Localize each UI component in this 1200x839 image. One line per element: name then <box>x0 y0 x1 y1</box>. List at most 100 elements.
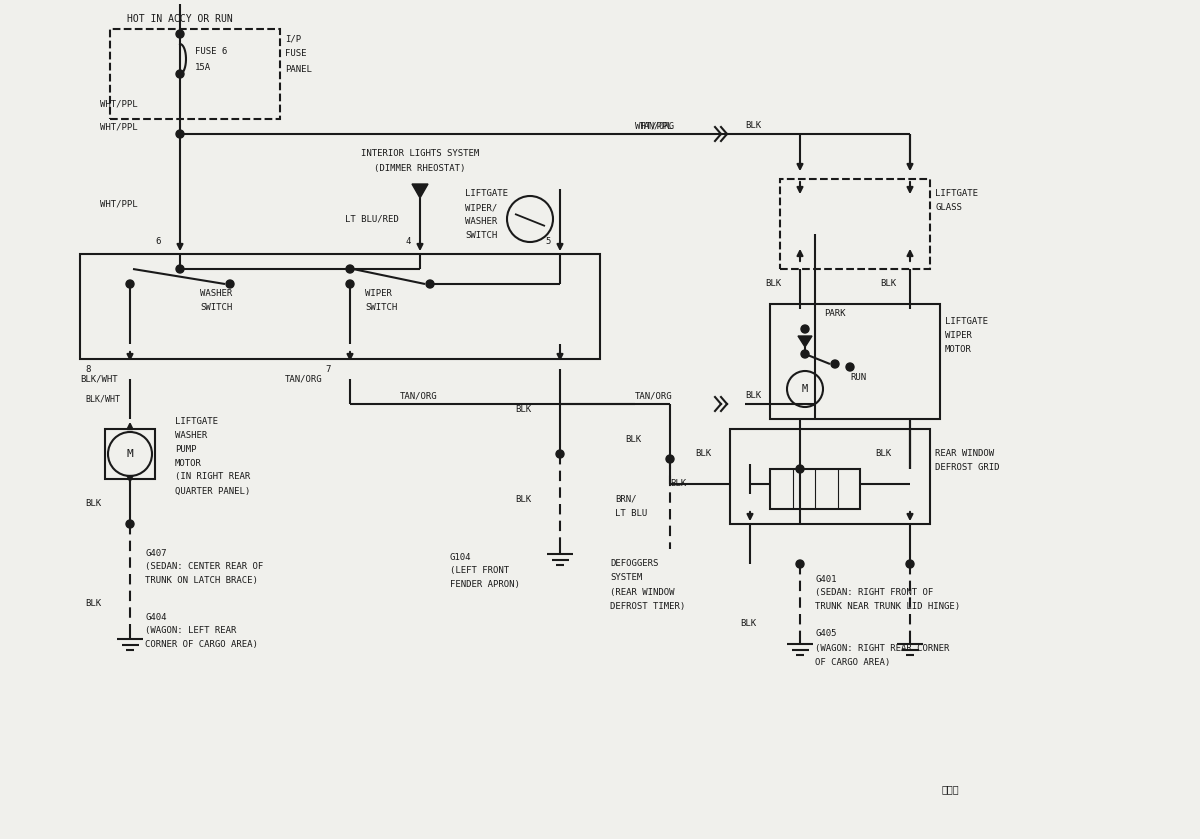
Text: TRUNK ON LATCH BRACE): TRUNK ON LATCH BRACE) <box>145 576 258 586</box>
Bar <box>770 469 860 509</box>
Text: BLK: BLK <box>875 450 892 458</box>
Text: BLK: BLK <box>766 279 781 289</box>
Circle shape <box>126 520 134 528</box>
Text: WIPER: WIPER <box>365 289 392 299</box>
Text: FUSE 6: FUSE 6 <box>194 46 227 55</box>
Text: I/P: I/P <box>286 34 301 44</box>
Text: (WAGON: LEFT REAR: (WAGON: LEFT REAR <box>145 627 236 635</box>
Text: WASHER: WASHER <box>466 217 497 227</box>
Text: (SEDAN: RIGHT FRONT OF: (SEDAN: RIGHT FRONT OF <box>815 588 934 597</box>
Text: MOTOR: MOTOR <box>175 458 202 467</box>
Text: WIPER: WIPER <box>946 331 972 340</box>
Circle shape <box>802 350 809 358</box>
Text: TAN/ORG: TAN/ORG <box>286 374 323 383</box>
Text: (REAR WINDOW: (REAR WINDOW <box>610 587 674 597</box>
Text: SWITCH: SWITCH <box>365 303 397 311</box>
Text: SWITCH: SWITCH <box>200 303 233 311</box>
Text: BLK: BLK <box>670 480 686 488</box>
Text: TAN/ORG: TAN/ORG <box>400 392 438 400</box>
Circle shape <box>346 265 354 273</box>
Text: BLK: BLK <box>625 435 641 444</box>
Text: G407: G407 <box>145 550 167 559</box>
Circle shape <box>346 280 354 288</box>
Text: G401: G401 <box>815 575 836 583</box>
Text: TAN/ORG: TAN/ORG <box>640 122 674 131</box>
Text: 15A: 15A <box>194 62 211 71</box>
Circle shape <box>556 450 564 458</box>
Circle shape <box>802 325 809 333</box>
Text: DEFOGGERS: DEFOGGERS <box>610 560 659 569</box>
Text: BLK/WHT: BLK/WHT <box>80 374 118 383</box>
Text: BLK: BLK <box>740 619 756 628</box>
Text: (DIMMER RHEOSTAT): (DIMMER RHEOSTAT) <box>374 164 466 173</box>
Circle shape <box>666 455 674 463</box>
Bar <box>106 429 155 479</box>
Text: BLK: BLK <box>85 600 101 608</box>
Text: WASHER: WASHER <box>175 430 208 440</box>
Text: PARK: PARK <box>824 310 846 319</box>
Text: WIPER/: WIPER/ <box>466 204 497 212</box>
Circle shape <box>176 70 184 78</box>
Bar <box>80 254 600 359</box>
Text: BLK/WHT: BLK/WHT <box>85 394 120 404</box>
Text: REAR WINDOW: REAR WINDOW <box>935 450 994 458</box>
Text: (SEDAN: CENTER REAR OF: (SEDAN: CENTER REAR OF <box>145 562 263 571</box>
Text: SWITCH: SWITCH <box>466 232 497 241</box>
Text: BLK: BLK <box>515 494 532 503</box>
Circle shape <box>846 363 854 371</box>
Circle shape <box>830 360 839 368</box>
Text: PANEL: PANEL <box>286 65 312 74</box>
Text: RUN: RUN <box>850 373 866 382</box>
Text: PUMP: PUMP <box>175 445 197 454</box>
Text: LIFTGATE: LIFTGATE <box>175 416 218 425</box>
Text: M: M <box>802 384 808 394</box>
Text: FENDER APRON): FENDER APRON) <box>450 581 520 590</box>
Circle shape <box>796 560 804 568</box>
Text: GLASS: GLASS <box>935 204 962 212</box>
Circle shape <box>176 30 184 38</box>
Circle shape <box>426 280 434 288</box>
Text: DEFROST GRID: DEFROST GRID <box>935 463 1000 472</box>
Text: TRUNK NEAR TRUNK LID HINGE): TRUNK NEAR TRUNK LID HINGE) <box>815 602 960 612</box>
Text: BRN/: BRN/ <box>616 494 636 503</box>
Text: (WAGON: RIGHT REAR CORNER: (WAGON: RIGHT REAR CORNER <box>815 644 949 653</box>
Circle shape <box>906 560 914 568</box>
Bar <box>780 179 930 269</box>
Text: LT BLU/RED: LT BLU/RED <box>346 215 398 223</box>
Text: WHT/PPL: WHT/PPL <box>100 200 138 209</box>
Text: LIFTGATE: LIFTGATE <box>935 190 978 199</box>
Text: 7: 7 <box>325 364 330 373</box>
Text: FUSE: FUSE <box>286 50 306 59</box>
Polygon shape <box>412 184 428 198</box>
Text: 6: 6 <box>155 237 161 246</box>
Text: CORNER OF CARGO AREA): CORNER OF CARGO AREA) <box>145 640 258 649</box>
Text: G104: G104 <box>450 553 472 561</box>
Text: 接线图: 接线图 <box>941 784 959 794</box>
Text: 4: 4 <box>406 237 410 246</box>
Bar <box>110 29 280 119</box>
Text: WHT/PPL: WHT/PPL <box>635 122 673 131</box>
Text: INTERIOR LIGHTS SYSTEM: INTERIOR LIGHTS SYSTEM <box>361 149 479 159</box>
Circle shape <box>226 280 234 288</box>
Text: MOTOR: MOTOR <box>946 345 972 353</box>
Text: BLK: BLK <box>745 122 761 131</box>
Text: LIFTGATE: LIFTGATE <box>466 190 508 199</box>
Polygon shape <box>798 336 812 347</box>
Text: LT BLU: LT BLU <box>616 508 647 518</box>
Text: BLK: BLK <box>745 392 761 400</box>
Circle shape <box>176 130 184 138</box>
Text: BLK: BLK <box>880 279 896 289</box>
Text: LIFTGATE: LIFTGATE <box>946 316 988 326</box>
Text: OF CARGO AREA): OF CARGO AREA) <box>815 658 890 666</box>
Text: WHT/PPL: WHT/PPL <box>100 100 138 108</box>
Text: WHT/PPL: WHT/PPL <box>100 122 138 132</box>
Text: BLK: BLK <box>85 499 101 508</box>
Circle shape <box>796 465 804 473</box>
Text: WASHER: WASHER <box>200 289 233 299</box>
Text: 5: 5 <box>545 237 551 246</box>
Bar <box>730 429 930 524</box>
Text: 8: 8 <box>85 364 90 373</box>
Text: QUARTER PANEL): QUARTER PANEL) <box>175 487 251 496</box>
Bar <box>770 304 940 419</box>
Text: G404: G404 <box>145 612 167 622</box>
